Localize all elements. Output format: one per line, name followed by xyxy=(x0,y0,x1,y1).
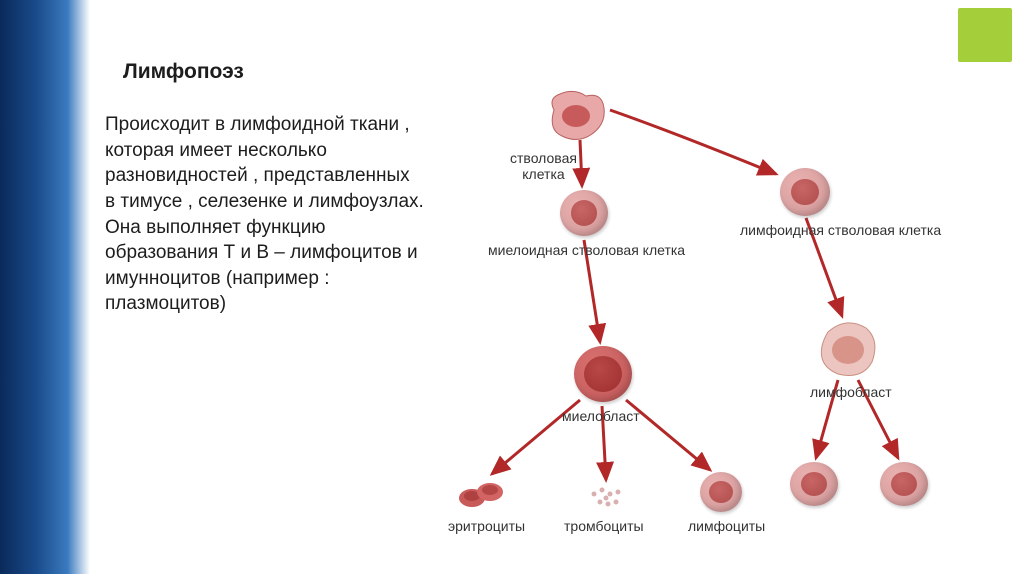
cell-erythrocytes xyxy=(458,478,506,512)
label-lymphoid_stem: лимфоидная стволовая клетка xyxy=(740,222,941,238)
sidebar-gradient xyxy=(0,0,90,574)
accent-square xyxy=(958,8,1012,62)
cell-myeloblast xyxy=(574,346,632,402)
text-block: Лимфопоэз Происходит в лимфоидной ткани … xyxy=(105,60,425,317)
label-myeloid_stem: миелоидная стволовая клетка xyxy=(488,242,685,258)
cell-myeloid_stem xyxy=(560,190,608,236)
cell-stem xyxy=(546,90,606,142)
cell-thrombocytes xyxy=(586,484,630,512)
slide-body: Происходит в лимфоидной ткани , которая … xyxy=(105,112,425,317)
label-erythrocytes: эритроциты xyxy=(448,518,525,534)
label-stem: стволоваяклетка xyxy=(510,150,577,182)
cell-lymphoid_stem xyxy=(780,168,830,216)
cell-lymphoblast_child1 xyxy=(790,462,838,506)
label-myeloblast: миелобласт xyxy=(562,408,640,424)
slide-title: Лимфопоэз xyxy=(123,60,425,84)
label-lymphoblast: лимфобласт xyxy=(810,384,892,400)
cell-diagram: стволоваяклетка миелоидная стволовая клет… xyxy=(440,60,1000,560)
label-lymphocytes: лимфоциты xyxy=(688,518,765,534)
cell-lymphoblast xyxy=(818,320,878,378)
cell-lymphocytes xyxy=(700,472,742,512)
cell-lymphoblast_child2 xyxy=(880,462,928,506)
label-thrombocytes: тромбоциты xyxy=(564,518,644,534)
